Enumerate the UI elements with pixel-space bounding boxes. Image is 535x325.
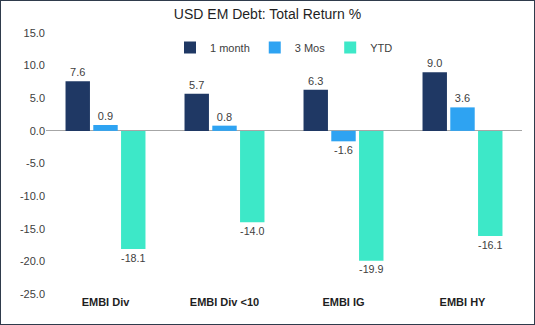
svg-text:6.3: 6.3 (308, 75, 323, 87)
svg-text:EMBI Div: EMBI Div (82, 296, 131, 308)
svg-text:EMBI HY: EMBI HY (440, 296, 487, 308)
svg-text:3.6: 3.6 (455, 92, 470, 104)
svg-text:-25.0: -25.0 (20, 288, 45, 300)
svg-text:7.6: 7.6 (70, 66, 85, 78)
svg-text:9.0: 9.0 (427, 57, 442, 69)
svg-text:EMBI IG: EMBI IG (322, 296, 364, 308)
svg-text:10.0: 10.0 (24, 59, 45, 71)
svg-text:5.7: 5.7 (189, 79, 204, 91)
svg-text:EMBI Div <10: EMBI Div <10 (190, 296, 259, 308)
svg-text:-16.1: -16.1 (478, 239, 502, 251)
svg-text:-20.0: -20.0 (20, 255, 45, 267)
svg-text:-18.1: -18.1 (121, 252, 145, 264)
svg-text:0.8: 0.8 (217, 111, 232, 123)
svg-text:-1.6: -1.6 (334, 144, 353, 156)
svg-text:USD EM Debt: Total Return %: USD EM Debt: Total Return % (174, 6, 361, 22)
svg-text:-19.9: -19.9 (359, 263, 383, 275)
svg-text:0.9: 0.9 (98, 110, 113, 122)
svg-text:5.0: 5.0 (30, 92, 45, 104)
svg-text:3 Mos: 3 Mos (295, 42, 325, 54)
svg-text:-5.0: -5.0 (26, 157, 45, 169)
svg-text:-10.0: -10.0 (20, 190, 45, 202)
svg-text:0.0: 0.0 (30, 125, 45, 137)
svg-text:1 month: 1 month (210, 42, 250, 54)
svg-text:-14.0: -14.0 (240, 225, 264, 237)
svg-text:-15.0: -15.0 (20, 223, 45, 235)
svg-text:15.0: 15.0 (24, 27, 45, 39)
svg-text:YTD: YTD (370, 42, 392, 54)
